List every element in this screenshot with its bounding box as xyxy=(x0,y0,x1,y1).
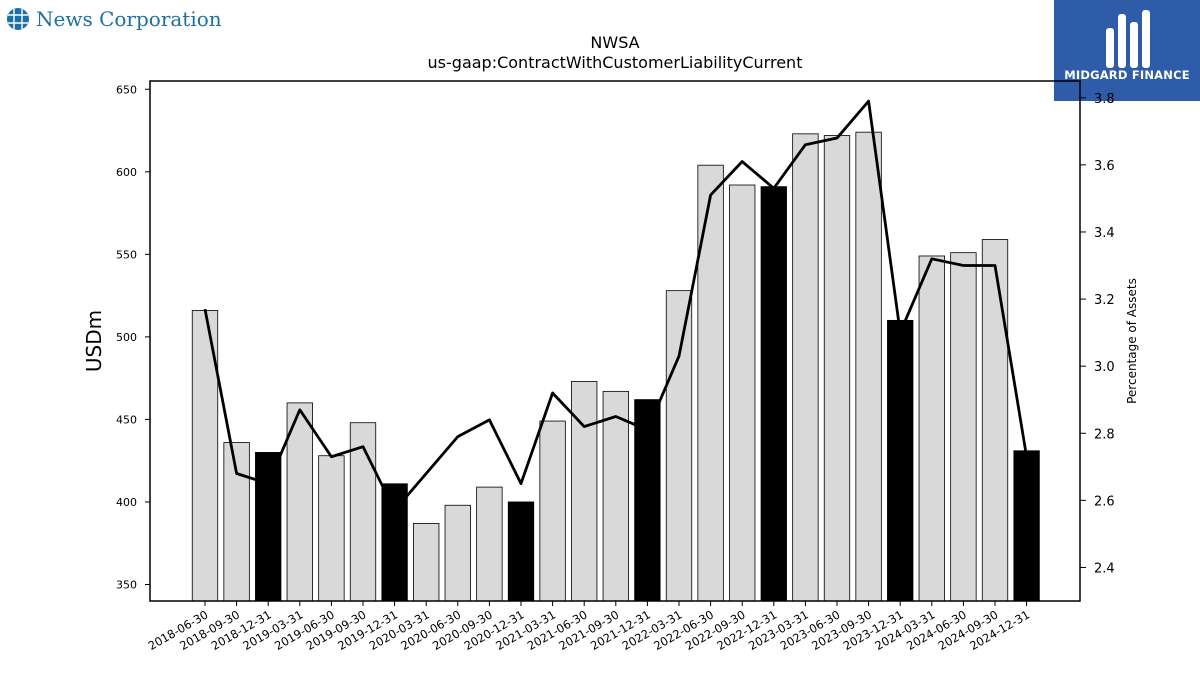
y-axis-left: 350 400 450 500 550 600 650 xyxy=(116,83,150,591)
percentage-line xyxy=(203,99,1028,512)
bar-2024-03-31 xyxy=(918,255,945,602)
news-corp-wordmark: News Corporation xyxy=(36,7,222,31)
bar-2019-09-30 xyxy=(349,422,377,602)
y-tick-label: 550 xyxy=(116,248,137,261)
y-tick-label: 400 xyxy=(116,496,137,509)
y2-tick-label: 3.8 xyxy=(1094,92,1115,107)
y2-tick-label: 3.0 xyxy=(1094,360,1115,375)
x-axis: 2018-06-302018-09-302018-12-312019-03-31… xyxy=(146,601,1032,653)
bar-2020-03-31 xyxy=(413,523,440,602)
bar-2022-12-31 xyxy=(760,186,787,602)
bar-2018-06-30 xyxy=(191,310,219,602)
bar-2019-06-30 xyxy=(318,455,345,602)
y-tick-label: 500 xyxy=(116,331,137,344)
y-axis-label: USDm xyxy=(82,310,106,372)
bar-2024-12-31 xyxy=(1013,450,1040,602)
y2-axis-label: Percentage of Assets xyxy=(1125,278,1139,404)
y2-tick-label: 2.4 xyxy=(1094,561,1115,576)
news-corp-logo: News Corporation xyxy=(6,4,222,34)
y-tick-label: 350 xyxy=(116,578,137,591)
bar-2023-03-31 xyxy=(792,133,819,602)
y2-tick-label: 2.8 xyxy=(1094,427,1115,442)
bar-2024-06-30 xyxy=(950,252,977,602)
bar-2018-12-31 xyxy=(255,452,282,602)
bar-2020-09-30 xyxy=(476,486,503,602)
bar-2021-03-31 xyxy=(539,420,566,602)
y2-tick-label: 2.6 xyxy=(1094,494,1115,509)
bar-2020-12-31 xyxy=(507,501,535,602)
bar-2023-09-30 xyxy=(855,131,882,602)
midgard-finance-text: MIDGARD FINANCE xyxy=(1064,68,1190,82)
bar-2022-03-31 xyxy=(665,290,693,602)
globe-icon xyxy=(7,8,29,30)
bar-2022-06-30 xyxy=(697,164,724,602)
midgard-mark-icon xyxy=(1106,10,1150,68)
bar-2023-12-31 xyxy=(887,319,914,602)
bar-2021-06-30 xyxy=(571,381,598,602)
y-tick-label: 600 xyxy=(116,166,137,179)
bars-group xyxy=(191,131,1040,602)
midgard-finance-logo: MIDGARD FINANCE xyxy=(1054,0,1200,101)
bar-2023-06-30 xyxy=(823,135,851,602)
plot-frame xyxy=(149,80,1081,602)
bar-2021-09-30 xyxy=(602,390,629,602)
chart-subtitle: us-gaap:ContractWithCustomerLiabilityCur… xyxy=(428,53,803,72)
y2-tick-label: 3.2 xyxy=(1094,293,1115,308)
chart-title: NWSA xyxy=(590,33,639,52)
bar-2019-12-31 xyxy=(381,483,408,602)
bar-2019-03-31 xyxy=(286,402,313,602)
y-tick-label: 450 xyxy=(116,413,137,426)
bar-2020-06-30 xyxy=(444,504,471,602)
y2-tick-label: 3.4 xyxy=(1094,226,1115,241)
bar-2024-09-30 xyxy=(981,239,1009,602)
y-axis-right: 2.4 2.6 2.8 3.0 3.2 3.4 3.6 3.8 xyxy=(1080,92,1115,576)
bar-2022-09-30 xyxy=(729,184,756,602)
y-tick-label: 650 xyxy=(116,83,137,96)
line-group xyxy=(203,99,1028,512)
y2-tick-label: 3.6 xyxy=(1094,159,1115,174)
